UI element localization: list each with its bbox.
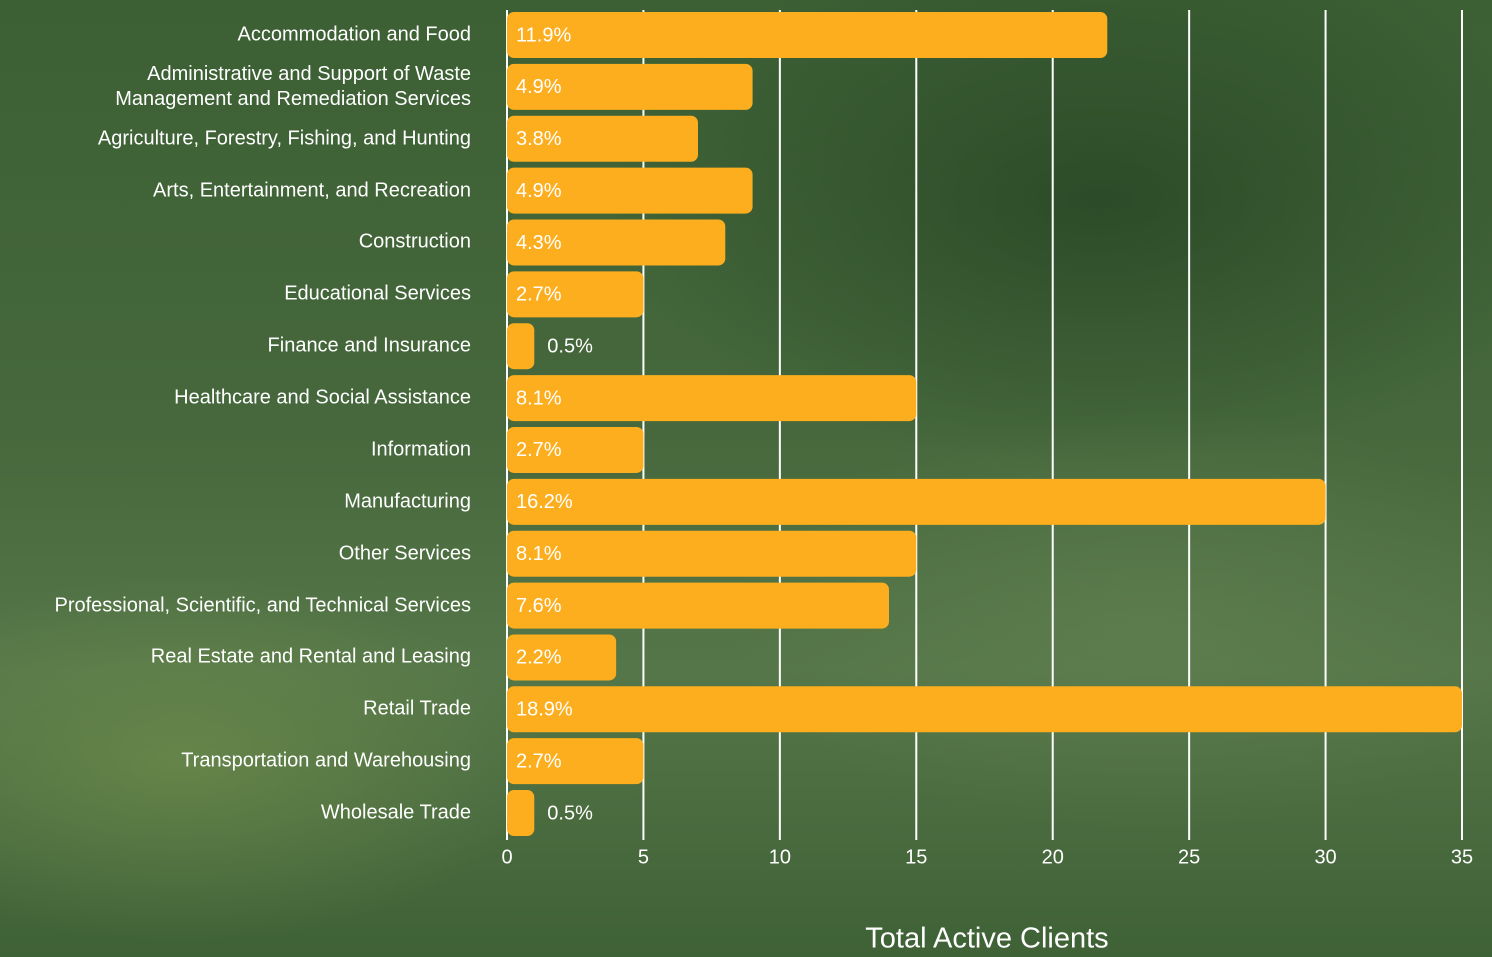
bar xyxy=(507,323,535,370)
value-label: 3.8% xyxy=(516,128,562,150)
y-tick-label: Administrative and Support of Waste Mana… xyxy=(115,62,471,110)
bar xyxy=(507,790,535,837)
x-tick-label: 30 xyxy=(1314,846,1336,868)
bar xyxy=(507,219,726,266)
value-label: 2.7% xyxy=(516,750,562,772)
y-tick-label: Transportation and Warehousing xyxy=(181,749,471,772)
value-label: 16.2% xyxy=(516,491,573,513)
y-tick-label: Information xyxy=(370,438,471,461)
value-label: 2.7% xyxy=(516,439,562,461)
y-tick-label: Accommodation and Food xyxy=(237,23,471,46)
bar xyxy=(507,12,1108,58)
bar xyxy=(507,478,1326,525)
y-tick-label: Arts, Entertainment, and Recreation xyxy=(153,179,471,202)
value-label: 4.9% xyxy=(516,76,562,98)
y-tick-label: Agriculture, Forestry, Fishing, and Hunt… xyxy=(97,127,471,150)
bar xyxy=(507,375,917,422)
bar xyxy=(507,582,889,629)
bar xyxy=(507,63,753,110)
value-label: 11.9% xyxy=(516,24,571,46)
y-tick-label: Professional, Scientific, and Technical … xyxy=(54,594,471,617)
x-tick-label: 10 xyxy=(769,846,791,868)
y-tick-label: Construction xyxy=(358,230,471,253)
x-tick-label: 25 xyxy=(1178,846,1200,868)
bar xyxy=(507,530,917,577)
x-tick-label: 35 xyxy=(1451,846,1473,868)
x-tick-label: 0 xyxy=(501,846,512,868)
value-label: 8.1% xyxy=(516,387,562,409)
bar xyxy=(507,271,644,318)
y-tick-label: Healthcare and Social Assistance xyxy=(174,386,471,409)
x-tick-label: 20 xyxy=(1042,846,1064,868)
value-label: 2.7% xyxy=(516,284,562,306)
value-label: 4.3% xyxy=(516,232,562,254)
y-tick-label: Wholesale Trade xyxy=(320,801,471,824)
bar xyxy=(507,426,644,473)
bar xyxy=(507,115,698,162)
x-tick-label: 5 xyxy=(638,846,649,868)
value-label: 18.9% xyxy=(516,699,573,721)
bar xyxy=(507,634,617,681)
y-tick-label: Manufacturing xyxy=(344,490,471,513)
bar xyxy=(507,686,1462,733)
bar xyxy=(507,167,753,214)
value-label: 0.5% xyxy=(547,336,593,358)
x-tick-label: 15 xyxy=(905,846,927,868)
value-label: 2.2% xyxy=(516,647,562,669)
y-tick-label: Real Estate and Rental and Leasing xyxy=(150,645,471,668)
y-tick-label: Other Services xyxy=(338,542,471,565)
x-axis-title: Total Active Clients xyxy=(865,923,1108,955)
value-label: 7.6% xyxy=(516,595,562,617)
value-label: 0.5% xyxy=(547,802,593,824)
value-label: 8.1% xyxy=(516,543,562,565)
value-label: 4.9% xyxy=(516,180,562,202)
bar xyxy=(507,738,644,785)
y-tick-label: Educational Services xyxy=(284,282,471,305)
y-tick-label: Retail Trade xyxy=(363,697,471,720)
y-tick-label: Finance and Insurance xyxy=(267,334,471,357)
